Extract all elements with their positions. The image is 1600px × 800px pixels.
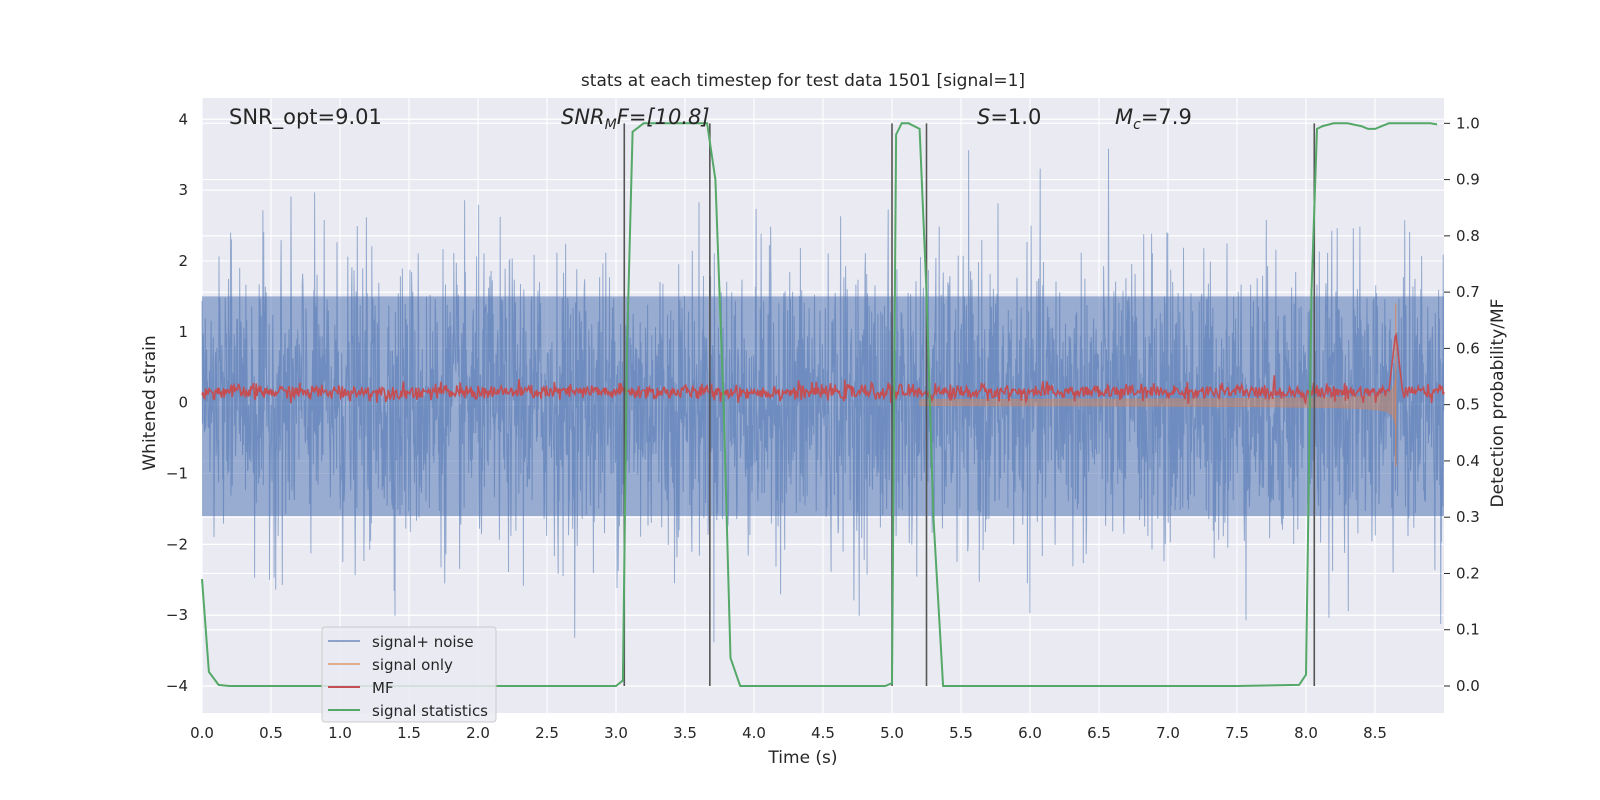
legend-label-signal-noise: signal+ noise: [372, 633, 474, 651]
x-axis-ticks: 0.0 0.5 1.0 1.5 2.0 2.5 3.0 3.5 4.0 4.5 5.0 5.5 6.0 6…: [190, 724, 1387, 742]
y2-tick-label: 0.4: [1456, 452, 1480, 470]
y2-axis-ticks: 1.0 0.9 0.8 0.7 0.6 0.5 0.4 0.3 0.2 0.1 0.0: [1444, 114, 1480, 695]
x-tick-label: 6.5: [1087, 724, 1111, 742]
x-tick-label: 0.0: [190, 724, 214, 742]
x-axis-label: Time (s): [767, 748, 837, 768]
y2-tick-label: 0.2: [1456, 564, 1480, 582]
y2-tick-label: 1.0: [1456, 114, 1480, 132]
y-tick-label: −2: [166, 535, 188, 553]
x-tick-label: 1.0: [328, 724, 352, 742]
legend-frame: [321, 626, 497, 723]
series-signal-only: [919, 303, 1397, 467]
x-tick-label: 2.0: [466, 724, 490, 742]
annotation-snr-opt: SNR_opt=9.01: [229, 105, 382, 130]
legend-label-signal-only: signal only: [372, 656, 453, 674]
x-tick-label: 4.5: [811, 724, 835, 742]
x-tick-label: 7.0: [1156, 724, 1180, 742]
signal-statistics-line: [201, 122, 1438, 687]
x-tick-label: 5.5: [949, 724, 973, 742]
x-tick-label: 4.0: [742, 724, 766, 742]
y-tick-label: 4: [178, 110, 188, 128]
y-tick-label: −4: [166, 677, 188, 695]
mc-sub: c: [1133, 117, 1141, 133]
s-rest: =1.0: [990, 105, 1041, 129]
annotation-s: S=1.0: [977, 105, 1041, 129]
annotation-mc: Mc=7.9: [1115, 105, 1192, 133]
y2-tick-label: 0.9: [1456, 171, 1480, 189]
series-signal-noise: [201, 148, 1445, 643]
mf-line: [201, 332, 1445, 406]
y2-tick-label: 0.3: [1456, 508, 1480, 526]
annotation-snr-mf: SNRMF=[10.8]: [561, 105, 710, 133]
x-tick-label: 8.5: [1363, 724, 1387, 742]
y-tick-label: −1: [166, 465, 188, 483]
snr-mf-sub: M: [605, 117, 617, 133]
y2-tick-label: 0.5: [1456, 396, 1480, 414]
series-signal-statistics: [201, 122, 1438, 687]
legend-label-signal-statistics: signal statistics: [372, 702, 488, 720]
y2-tick-label: 0.6: [1456, 339, 1480, 357]
x-tick-label: 3.0: [604, 724, 628, 742]
y-axis-label: Whitened strain: [140, 335, 160, 470]
snr-mf-rest: F=[10.8]: [617, 105, 710, 129]
snr-mf-base: SNR: [561, 105, 605, 129]
x-tick-label: 2.5: [535, 724, 559, 742]
y-tick-label: 2: [178, 252, 188, 270]
legend: signal+ noise signal only MF signal stat…: [321, 626, 497, 723]
y-tick-label: 1: [178, 323, 188, 341]
y2-tick-label: 0.0: [1456, 677, 1480, 695]
x-tick-label: 1.5: [397, 724, 421, 742]
x-tick-label: 3.5: [673, 724, 697, 742]
x-tick-label: 7.5: [1225, 724, 1249, 742]
s-base: S: [977, 105, 990, 129]
x-tick-label: 5.0: [880, 724, 904, 742]
y-axis-ticks: 4 3 2 1 0 −1 −2 −3 −4: [166, 110, 188, 695]
x-tick-label: 6.0: [1018, 724, 1042, 742]
y2-tick-label: 0.7: [1456, 283, 1480, 301]
y-tick-label: 0: [178, 394, 188, 412]
y2-axis-label: Detection probability/MF: [1488, 299, 1508, 508]
y2-tick-label: 0.8: [1456, 227, 1480, 245]
series-mf: [201, 332, 1445, 406]
x-tick-label: 0.5: [259, 724, 283, 742]
mc-base: M: [1115, 105, 1133, 129]
y-tick-label: −3: [166, 606, 188, 624]
legend-label-mf: MF: [372, 679, 394, 697]
mc-rest: =7.9: [1141, 105, 1192, 129]
y2-tick-label: 0.1: [1456, 621, 1480, 639]
x-tick-label: 8.0: [1294, 724, 1318, 742]
signal-noise-line: [201, 148, 1445, 643]
chart-title: stats at each timestep for test data 150…: [581, 71, 1025, 91]
y-tick-label: 3: [178, 181, 188, 199]
